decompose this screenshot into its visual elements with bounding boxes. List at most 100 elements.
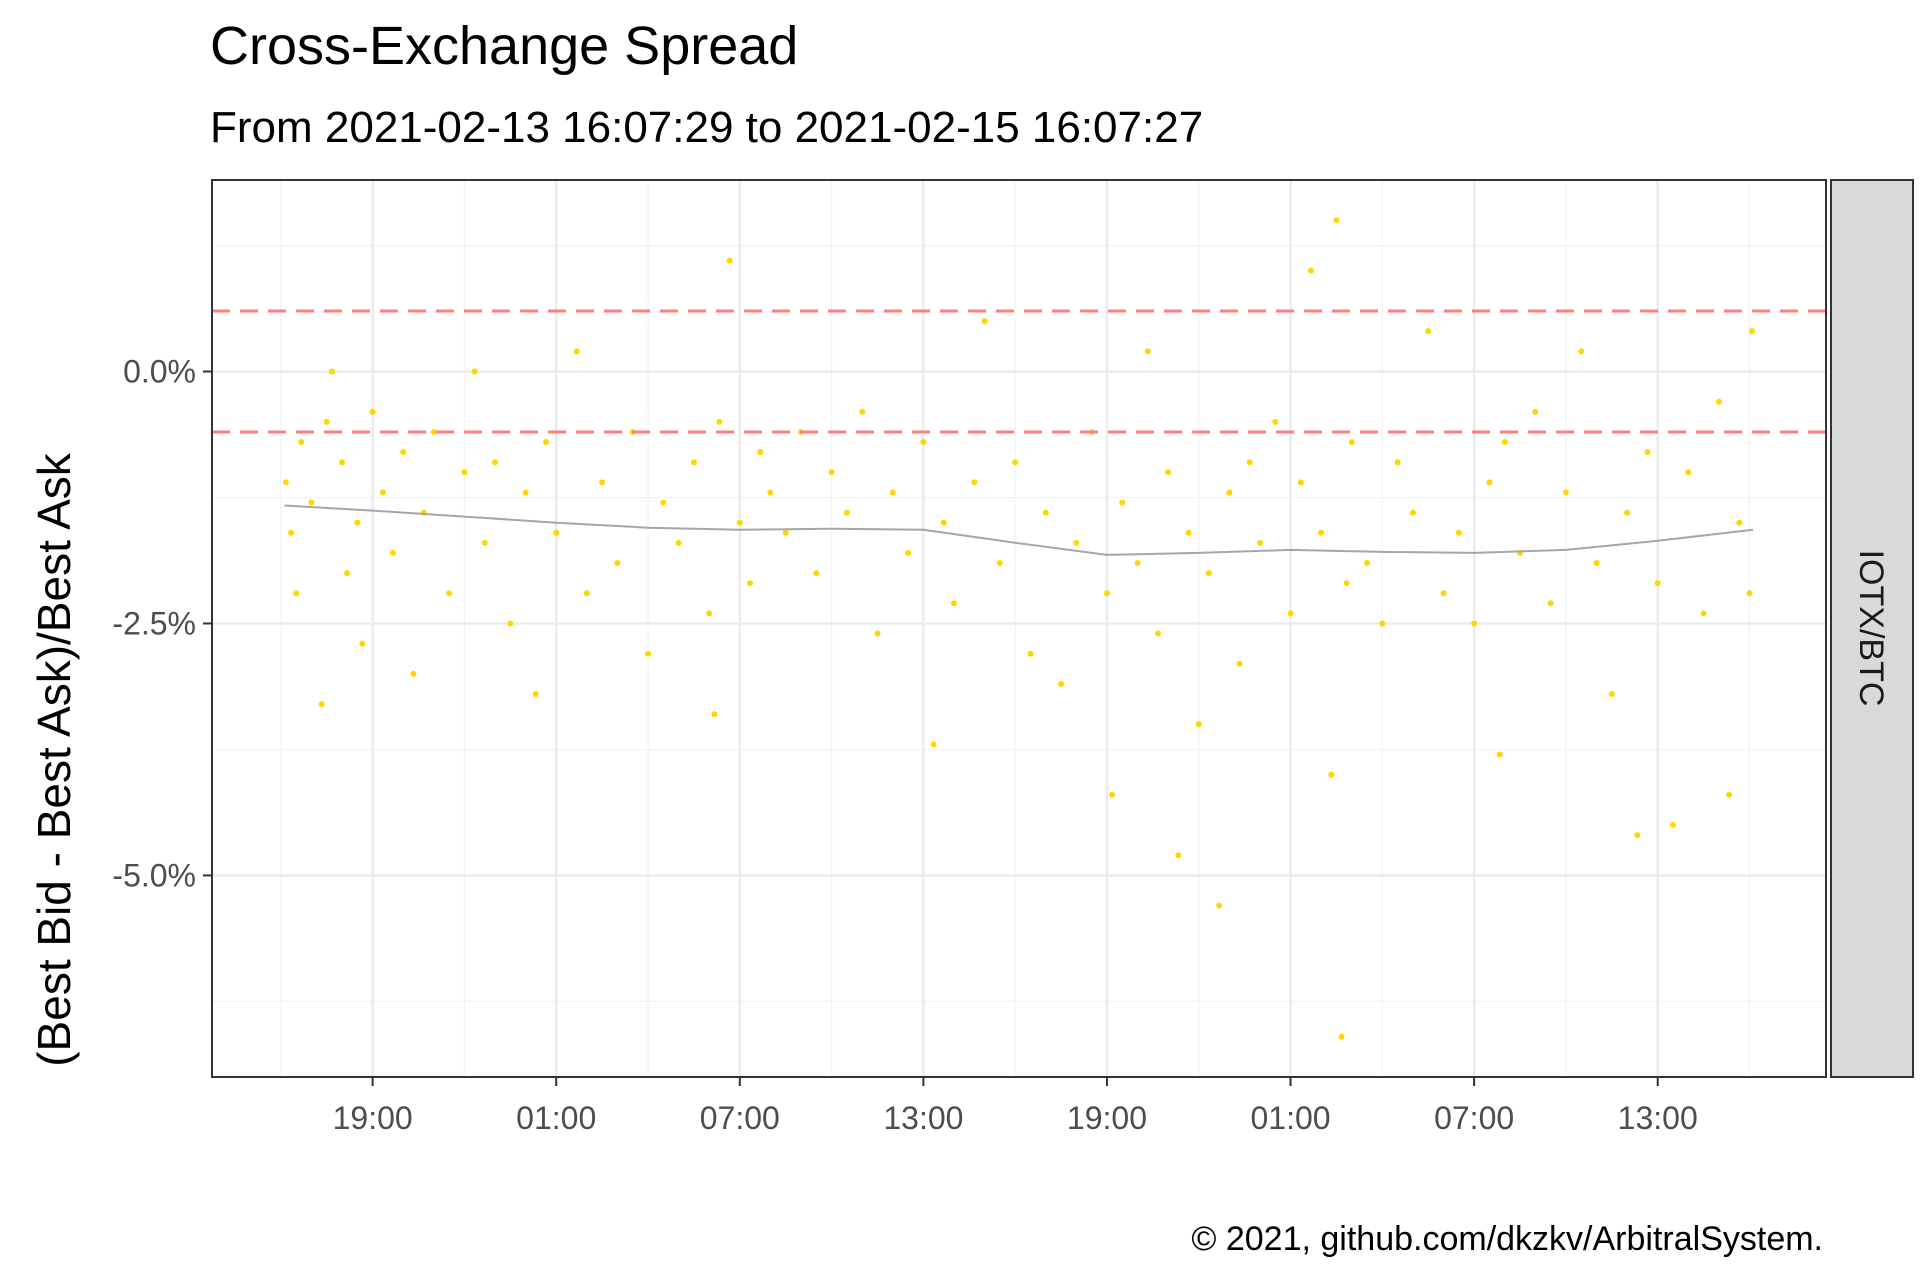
data-point xyxy=(1715,398,1722,405)
y-axis: 0.0% -2.5% -5.0% xyxy=(112,353,212,893)
data-point xyxy=(930,741,937,748)
facet-strip xyxy=(1830,179,1914,1078)
data-point xyxy=(1328,771,1335,778)
data-point xyxy=(874,630,881,637)
data-point xyxy=(390,549,397,556)
data-point xyxy=(1496,751,1503,758)
x-tick-label: 13:00 xyxy=(883,1100,963,1136)
data-point xyxy=(1205,570,1212,577)
data-point xyxy=(757,449,764,456)
data-point xyxy=(971,479,978,486)
data-point xyxy=(747,580,753,587)
chart-subtitle: From 2021-02-13 16:07:29 to 2021-02-15 1… xyxy=(210,103,1203,152)
data-point xyxy=(660,499,667,506)
reference-lines xyxy=(212,309,1826,434)
data-point xyxy=(1154,630,1161,637)
data-point xyxy=(379,489,386,496)
grid-minor xyxy=(212,180,1826,1077)
data-point xyxy=(339,459,346,466)
data-point xyxy=(1746,590,1753,597)
data-point xyxy=(1012,459,1019,466)
data-point xyxy=(645,650,652,657)
data-point xyxy=(716,418,723,425)
data-point xyxy=(293,590,300,597)
data-point xyxy=(726,257,733,264)
data-point xyxy=(1562,489,1569,496)
data-point xyxy=(573,348,580,355)
data-point xyxy=(298,439,305,446)
data-point xyxy=(288,529,295,536)
data-point xyxy=(1749,328,1756,335)
data-point xyxy=(492,459,499,466)
data-point xyxy=(1307,267,1314,274)
data-point xyxy=(920,439,927,446)
data-point xyxy=(711,711,718,718)
data-point xyxy=(690,459,697,466)
data-point xyxy=(471,368,478,375)
data-point xyxy=(1634,832,1641,839)
data-point xyxy=(1685,469,1692,476)
data-point xyxy=(1670,822,1677,829)
data-point xyxy=(1073,539,1080,546)
caption: © 2021, github.com/dkzkv/ArbitralSystem. xyxy=(1191,1220,1823,1258)
data-point xyxy=(1440,590,1447,597)
data-point xyxy=(1246,459,1253,466)
data-point xyxy=(507,620,514,627)
data-point xyxy=(736,519,743,526)
data-point xyxy=(675,539,682,546)
data-point xyxy=(828,469,835,476)
data-point xyxy=(583,590,590,597)
x-tick-label: 01:00 xyxy=(516,1100,596,1136)
data-point xyxy=(599,479,606,486)
data-point xyxy=(1455,529,1462,536)
data-point xyxy=(430,428,437,435)
data-point xyxy=(308,499,315,506)
data-point xyxy=(1700,610,1707,617)
data-point xyxy=(843,509,850,516)
data-point xyxy=(1338,1033,1345,1040)
data-point xyxy=(1726,791,1733,798)
y-axis-label: (Best Bid - Best Ask)/Best Ask xyxy=(28,452,80,1067)
data-point xyxy=(782,529,789,536)
data-point xyxy=(1027,650,1034,657)
data-point xyxy=(813,570,820,577)
y-tick-label: -2.5% xyxy=(112,605,196,641)
data-point xyxy=(1471,620,1478,627)
data-point xyxy=(1501,439,1508,446)
data-point xyxy=(1736,519,1743,526)
data-point xyxy=(1297,479,1304,486)
data-point xyxy=(1119,499,1126,506)
chart-title: Cross-Exchange Spread xyxy=(210,16,798,76)
data-point xyxy=(344,570,351,577)
data-point xyxy=(282,479,289,486)
data-point xyxy=(1654,580,1661,587)
x-tick-label: 07:00 xyxy=(1434,1100,1514,1136)
data-point xyxy=(1624,509,1631,516)
data-point xyxy=(1409,509,1416,516)
plot-border xyxy=(211,179,1827,1078)
data-point xyxy=(1348,439,1355,446)
data-point xyxy=(1593,559,1600,566)
x-tick-label: 07:00 xyxy=(700,1100,780,1136)
data-point xyxy=(446,590,453,597)
x-tick-label: 19:00 xyxy=(1067,1100,1147,1136)
data-point xyxy=(1318,529,1325,536)
data-point xyxy=(1343,580,1350,587)
data-point xyxy=(354,519,361,526)
data-point xyxy=(1144,348,1151,355)
data-point xyxy=(767,489,774,496)
data-point xyxy=(614,559,621,566)
facet-strip-label: IOTX/BTC xyxy=(1852,550,1890,707)
x-tick-label: 13:00 xyxy=(1618,1100,1698,1136)
data-point xyxy=(1216,902,1223,909)
data-point xyxy=(905,549,912,556)
data-point xyxy=(950,600,957,607)
data-point xyxy=(1532,408,1539,415)
data-point xyxy=(1287,610,1294,617)
data-point xyxy=(1226,489,1233,496)
data-point xyxy=(1547,600,1554,607)
data-point xyxy=(889,489,896,496)
x-tick-label: 19:00 xyxy=(333,1100,413,1136)
data-point xyxy=(1195,721,1202,728)
